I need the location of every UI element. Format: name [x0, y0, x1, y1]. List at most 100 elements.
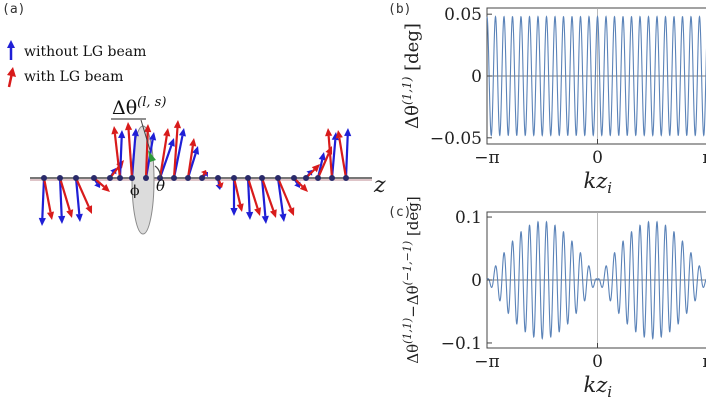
delta-theta-wedge-icon [148, 150, 156, 162]
blue-arrow-7-head [149, 132, 157, 141]
red-arrow-12-head [216, 182, 224, 188]
panel-a-label: (a) [2, 2, 25, 17]
atom-dot-21 [343, 175, 349, 181]
atom-dot-18 [303, 175, 309, 181]
blue-arrow-10-head [192, 146, 200, 155]
red-arrow-15-shaft [260, 177, 275, 211]
atom-dot-3 [91, 175, 97, 181]
delta-theta-annotation: Δθ(l, s) [112, 95, 166, 119]
chart-b-xtick-label-1: 0 [592, 148, 603, 168]
blue-arrow-6-head [131, 128, 139, 137]
red-arrow-14-shaft [246, 177, 259, 209]
legend-item-with: with LG beam [7, 67, 123, 88]
delta-theta-superscript: (l, s) [137, 95, 166, 110]
red-arrow-9-head [173, 120, 182, 129]
red-arrow-2-shaft [74, 177, 90, 208]
atom-dot-0 [41, 175, 47, 181]
legend-item-without: without LG beam [7, 40, 146, 60]
red-arrow-18-head [311, 164, 320, 173]
theta-label: θ [156, 177, 165, 195]
chart-b-xlabel: kzi [584, 169, 613, 197]
red-arrow-5-head [111, 126, 119, 135]
blue-arrow-0-head [38, 217, 46, 226]
chart-b-xtick-label-2: π [702, 148, 706, 168]
blue-arrow-5-head [118, 130, 126, 139]
chart-c-xtick-label-1: 0 [592, 352, 603, 372]
atom-dot-16 [275, 175, 281, 181]
red-arrow-16-shaft [276, 177, 292, 210]
chart-b: −π 0 π −0.05 0 0.05 kzi Δθ(1,1) [deg] [400, 5, 706, 197]
chart-c-ytick-label-0: −0.1 [441, 334, 482, 354]
atom-dot-2 [73, 175, 79, 181]
blue-arrow-16-shaft [276, 177, 285, 215]
red-arrow-6-shaft [127, 129, 134, 179]
spin-arrows [38, 120, 352, 226]
red-arrow-21-head [335, 130, 343, 139]
red-arrow-6-head [124, 122, 133, 131]
red-arrow-9-shaft [172, 127, 179, 179]
atom-dot-20 [329, 175, 335, 181]
delta-theta-symbol: Δθ [112, 97, 137, 119]
atom-dot-15 [259, 175, 265, 181]
red-arrow-16-head [287, 207, 295, 216]
red-arrow-14-head [254, 207, 262, 216]
atom-dot-6 [129, 175, 135, 181]
red-arrow-21-shaft [338, 137, 348, 179]
atom-dot-4 [107, 175, 113, 181]
red-arrow-13-head [236, 203, 244, 212]
blue-arrow-2-head [75, 213, 83, 222]
chart-c-ylabel: Δθ(1,1)−Δθ(−1,−1) [deg] [401, 196, 422, 363]
red-arrow-3-head [101, 184, 110, 192]
red-arrow-0-head [46, 211, 55, 220]
red-arrow-19-shaft [316, 152, 330, 179]
chart-c-xlabel: kzi [584, 373, 613, 401]
blue-arrow-8-head [167, 138, 175, 147]
legend-label-with: with LG beam [24, 69, 123, 85]
legend-label-without: without LG beam [24, 44, 146, 60]
red-arrow-5-shaft [113, 133, 122, 179]
chart-b-ytick-label-1: 0 [471, 67, 482, 87]
atom-dot-7 [143, 175, 149, 181]
chart-b-xtick-label-0: −π [474, 148, 499, 168]
chart-c-xtick-label-0: −π [474, 352, 499, 372]
red-arrow-8-head [163, 128, 171, 137]
red-arrow-1-shaft [58, 177, 71, 211]
red-arrow-0-shaft [42, 177, 52, 213]
red-arrow-2-head [85, 205, 93, 214]
legend: without LG beam with LG beam [7, 40, 146, 88]
chart-c: −π 0 π −0.1 0 0.1 kzi Δθ(1,1)−Δθ(−1,−1) [deg] [401, 196, 706, 401]
atom-dot-14 [245, 175, 251, 181]
chart-c-ytick-label-1: 0 [471, 271, 482, 291]
red-arrow-11-head [200, 170, 208, 176]
chart-b-ytick-label-0: −0.05 [430, 129, 482, 149]
atom-dot-13 [231, 175, 237, 181]
theta-arc [154, 165, 161, 179]
red-arrow-1-head [66, 209, 74, 218]
blue-arrow-14-shaft [246, 177, 251, 213]
atom-dot-5 [117, 175, 123, 181]
atom-dot-11 [199, 175, 205, 181]
z-axis-label: z [373, 173, 386, 198]
blue-arrow-19-head [318, 152, 326, 161]
blue-arrow-13-head [230, 208, 238, 216]
blue-arrow-1-shaft [58, 177, 63, 217]
red-arrow-20-head [325, 128, 333, 137]
red-arrow-15-head [269, 209, 277, 218]
red-arrow-10-shaft [186, 145, 194, 179]
blue-arrow-9-head [178, 128, 186, 137]
blue-arrow-21-shaft [344, 135, 349, 179]
blue-arrow-1-head [58, 215, 66, 224]
red-arrow-17-head [299, 183, 308, 192]
chart-b-series-line [486, 15, 706, 137]
chart-c-series-line [486, 220, 706, 341]
atom-dot-12 [215, 175, 221, 181]
annotation-pointer [140, 119, 151, 151]
chart-b-ylabel: Δθ(1,1) [deg] [400, 23, 423, 129]
blue-arrow-14-head [246, 211, 254, 220]
legend-blue-arrowhead-icon [7, 40, 15, 48]
red-arrow-8-shaft [158, 135, 168, 179]
atom-dot-9 [171, 175, 177, 181]
blue-arrow-16-head [279, 213, 287, 222]
chart-b-ytick-label-2: 0.05 [444, 5, 482, 25]
